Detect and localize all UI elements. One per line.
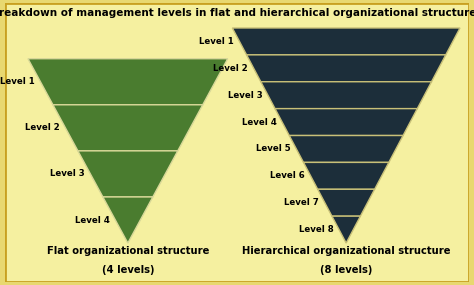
Text: Level 7: Level 7 [284, 198, 319, 207]
Text: Level 2: Level 2 [25, 123, 60, 132]
Text: Level 5: Level 5 [256, 144, 291, 153]
Polygon shape [261, 82, 431, 109]
Text: Level 3: Level 3 [50, 169, 85, 178]
Polygon shape [78, 151, 178, 197]
Polygon shape [53, 105, 203, 151]
Polygon shape [246, 55, 446, 82]
Text: Level 4: Level 4 [242, 118, 276, 127]
Text: Breakdown of management levels in flat and hierarchical organizational structure: Breakdown of management levels in flat a… [0, 9, 474, 19]
Text: Flat organizational structure: Flat organizational structure [46, 246, 209, 256]
Text: Hierarchical organizational structure: Hierarchical organizational structure [242, 246, 450, 256]
Polygon shape [232, 28, 460, 55]
Text: (4 levels): (4 levels) [101, 265, 154, 275]
Text: Level 6: Level 6 [270, 171, 305, 180]
Text: Level 1: Level 1 [0, 77, 35, 86]
FancyBboxPatch shape [5, 3, 469, 282]
Polygon shape [332, 216, 360, 243]
Text: Level 1: Level 1 [199, 37, 234, 46]
Polygon shape [28, 59, 228, 105]
Polygon shape [103, 197, 153, 243]
Text: Level 2: Level 2 [213, 64, 248, 73]
Text: Level 4: Level 4 [75, 215, 110, 225]
Polygon shape [318, 189, 374, 216]
Polygon shape [303, 162, 389, 189]
Text: Level 8: Level 8 [299, 225, 334, 234]
Text: Level 3: Level 3 [228, 91, 262, 100]
Polygon shape [289, 136, 403, 162]
Text: (8 levels): (8 levels) [320, 265, 373, 275]
Polygon shape [275, 109, 417, 135]
